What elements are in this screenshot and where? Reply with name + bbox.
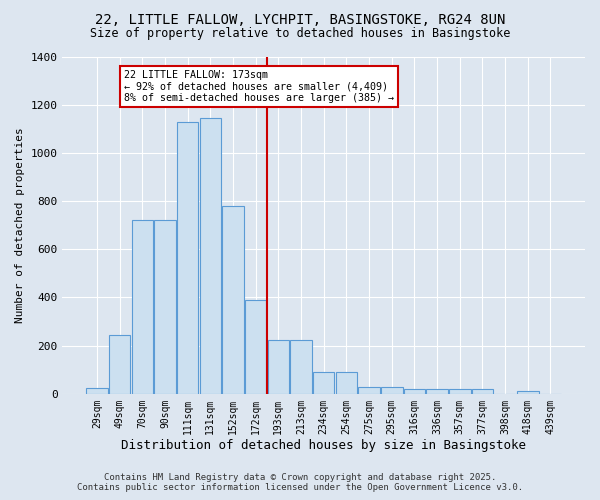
- Text: Size of property relative to detached houses in Basingstoke: Size of property relative to detached ho…: [90, 28, 510, 40]
- X-axis label: Distribution of detached houses by size in Basingstoke: Distribution of detached houses by size …: [121, 440, 526, 452]
- Bar: [245, 300, 266, 394]
- Bar: [131, 220, 153, 394]
- Text: 22 LITTLE FALLOW: 173sqm
← 92% of detached houses are smaller (4,409)
8% of semi: 22 LITTLE FALLOW: 173sqm ← 92% of detach…: [124, 70, 394, 103]
- Bar: [313, 372, 334, 394]
- Bar: [86, 388, 108, 394]
- Bar: [449, 390, 470, 394]
- Bar: [222, 206, 244, 394]
- Bar: [517, 392, 539, 394]
- Text: 22, LITTLE FALLOW, LYCHPIT, BASINGSTOKE, RG24 8UN: 22, LITTLE FALLOW, LYCHPIT, BASINGSTOKE,…: [95, 12, 505, 26]
- Bar: [177, 122, 199, 394]
- Bar: [154, 220, 176, 394]
- Text: Contains HM Land Registry data © Crown copyright and database right 2025.
Contai: Contains HM Land Registry data © Crown c…: [77, 473, 523, 492]
- Bar: [427, 388, 448, 394]
- Bar: [290, 340, 312, 394]
- Bar: [381, 387, 403, 394]
- Bar: [358, 387, 380, 394]
- Y-axis label: Number of detached properties: Number of detached properties: [15, 128, 25, 323]
- Bar: [404, 388, 425, 394]
- Bar: [268, 340, 289, 394]
- Bar: [200, 118, 221, 394]
- Bar: [472, 390, 493, 394]
- Bar: [335, 372, 357, 394]
- Bar: [109, 335, 130, 394]
